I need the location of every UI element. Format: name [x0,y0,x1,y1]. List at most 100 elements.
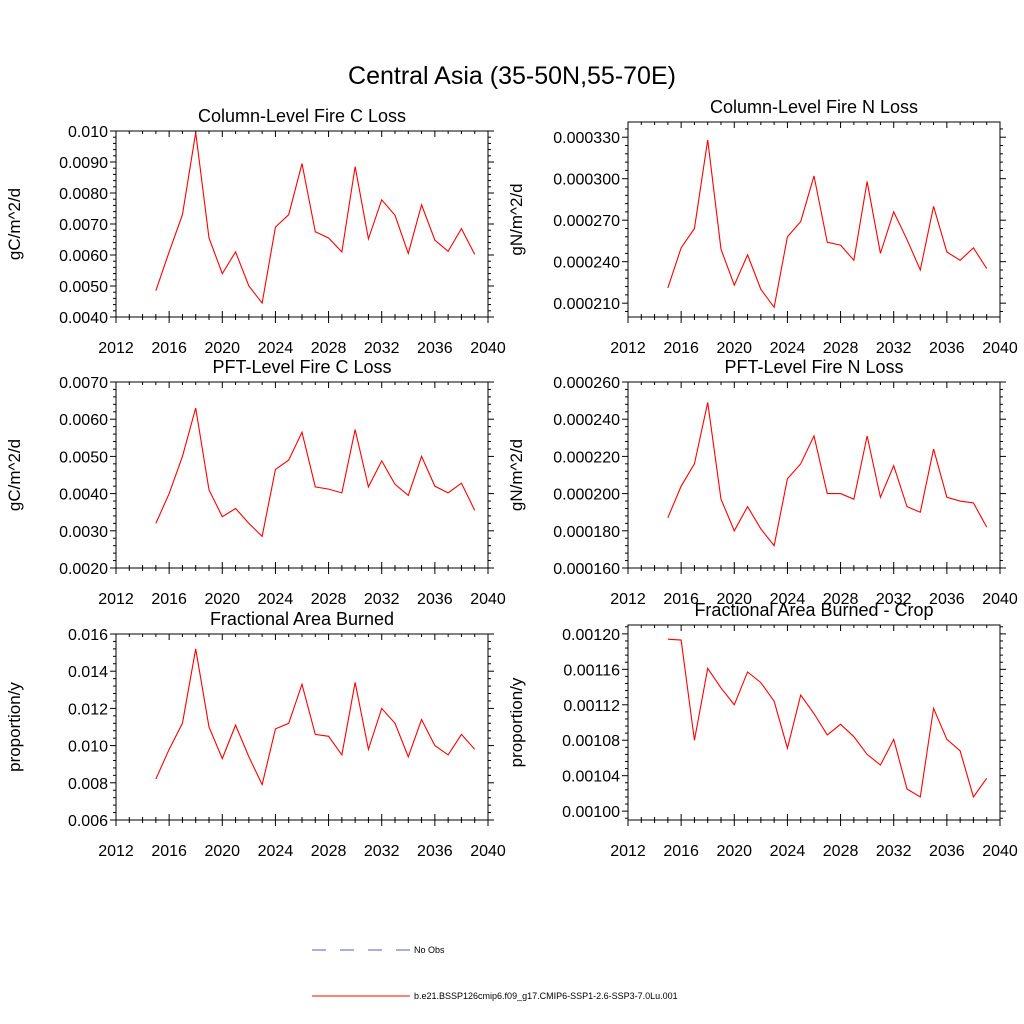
y-tick-label: 0.000220 [553,449,620,466]
x-tick-label: 2036 [929,843,965,860]
y-tick-label: 0.014 [68,664,108,681]
y-tick-label: 0.0090 [59,155,108,172]
y-tick-label: 0.000330 [553,130,620,147]
series-line [667,139,988,309]
panel-title: Fractional Area Burned [210,609,394,629]
y-tick-label: 0.00108 [562,733,620,750]
y-tick-label: 0.000200 [553,487,620,504]
series-line [155,407,476,538]
y-axis-label: gC/m^2/d [5,439,24,511]
plot-frame [627,381,1001,569]
y-tick-label: 0.010 [68,739,108,756]
x-tick-label: 2012 [98,340,134,357]
y-tick-label: 0.0020 [59,561,108,578]
x-tick-label: 2036 [417,591,453,608]
y-tick-label: 0.00104 [562,769,620,786]
y-tick-label: 0.010 [68,124,108,141]
x-tick-label: 2028 [311,843,347,860]
y-tick-label: 0.0040 [59,487,108,504]
x-tick-label: 2016 [663,591,699,608]
series-line [667,638,988,799]
plot-frame [115,130,489,318]
x-tick-label: 2016 [151,340,187,357]
x-tick-label: 2020 [204,843,240,860]
x-tick-label: 2020 [716,591,752,608]
x-tick-label: 2012 [610,591,646,608]
panel-4: PFT-Level Fire N Loss gN/m^2/d 2012 2016 202… [507,357,1018,608]
y-tick-label: 0.000160 [553,561,620,578]
y-axis-label: proportion/y [507,677,526,767]
y-axis-label: gC/m^2/d [5,188,24,260]
y-tick-label: 0.000260 [553,375,620,392]
x-tick-label: 2040 [982,340,1018,357]
y-tick-label: 0.008 [68,776,108,793]
y-axis-label: gN/m^2/d [507,183,526,255]
y-axis-label: proportion/y [5,682,24,772]
y-tick-label: 0.00120 [562,627,620,644]
x-tick-label: 2040 [470,340,506,357]
plot-frame [627,624,1001,821]
y-tick-label: 0.000300 [553,172,620,189]
panel-6: Fractional Area Burned - Crop proportion/… [507,600,1018,860]
x-tick-label: 2024 [770,843,806,860]
series-line [155,132,476,305]
x-tick-label: 2024 [258,843,294,860]
x-tick-label: 2028 [823,591,859,608]
x-tick-label: 2032 [364,843,400,860]
x-tick-label: 2024 [258,591,294,608]
panel-3: PFT-Level Fire C Loss gC/m^2/d 2012 2016 202… [5,357,506,608]
x-tick-label: 2032 [876,340,912,357]
y-tick-label: 0.000180 [553,524,620,541]
x-tick-label: 2036 [417,340,453,357]
y-tick-label: 0.0060 [59,412,108,429]
legend-label-no-obs: No Obs [414,945,445,955]
panel-title: Column-Level Fire N Loss [710,97,918,117]
y-tick-label: 0.00112 [563,698,620,715]
y-tick-label: 0.00100 [562,804,620,821]
panel-title: PFT-Level Fire C Loss [212,357,391,377]
y-tick-label: 0.000270 [553,213,620,230]
plot-frame [115,381,489,569]
y-tick-label: 0.0050 [59,449,108,466]
y-tick-label: 0.0070 [59,375,108,392]
x-tick-label: 2020 [716,340,752,357]
x-tick-label: 2036 [929,340,965,357]
plot-frame [627,121,1001,318]
y-tick-label: 0.006 [68,813,108,830]
x-tick-label: 2020 [716,843,752,860]
x-tick-label: 2040 [470,591,506,608]
y-tick-label: 0.016 [68,627,108,644]
x-tick-label: 2012 [610,340,646,357]
y-tick-label: 0.0040 [59,310,108,327]
panel-1: Column-Level Fire C Loss gC/m^2/d 2012 2016… [5,106,506,357]
series-line [155,648,476,787]
y-tick-label: 0.000240 [553,255,620,272]
figure-title: Central Asia (35-50N,55-70E) [348,62,676,90]
panel-title: PFT-Level Fire N Loss [724,357,903,377]
x-tick-label: 2040 [982,843,1018,860]
x-tick-label: 2024 [770,340,806,357]
x-tick-label: 2024 [770,591,806,608]
y-tick-label: 0.0060 [59,248,108,265]
x-tick-label: 2016 [663,843,699,860]
y-axis-label: gN/m^2/d [507,439,526,511]
panel-5: Fractional Area Burned proportion/y 2012 20… [5,609,506,860]
x-tick-label: 2040 [982,591,1018,608]
x-tick-label: 2012 [98,591,134,608]
x-tick-label: 2032 [364,340,400,357]
plot-frame [115,633,489,821]
y-tick-label: 0.000240 [553,412,620,429]
y-tick-label: 0.000210 [553,296,620,313]
x-tick-label: 2016 [151,591,187,608]
x-tick-label: 2016 [151,843,187,860]
panel-2: Column-Level Fire N Loss gN/m^2/d 2012 2016… [507,97,1018,357]
x-tick-label: 2028 [823,340,859,357]
x-tick-label: 2012 [610,843,646,860]
x-tick-label: 2032 [876,591,912,608]
x-tick-label: 2036 [929,591,965,608]
y-tick-label: 0.0030 [59,524,108,541]
panel-title: Fractional Area Burned - Crop [694,600,933,620]
x-tick-label: 2040 [470,843,506,860]
x-tick-label: 2028 [823,843,859,860]
